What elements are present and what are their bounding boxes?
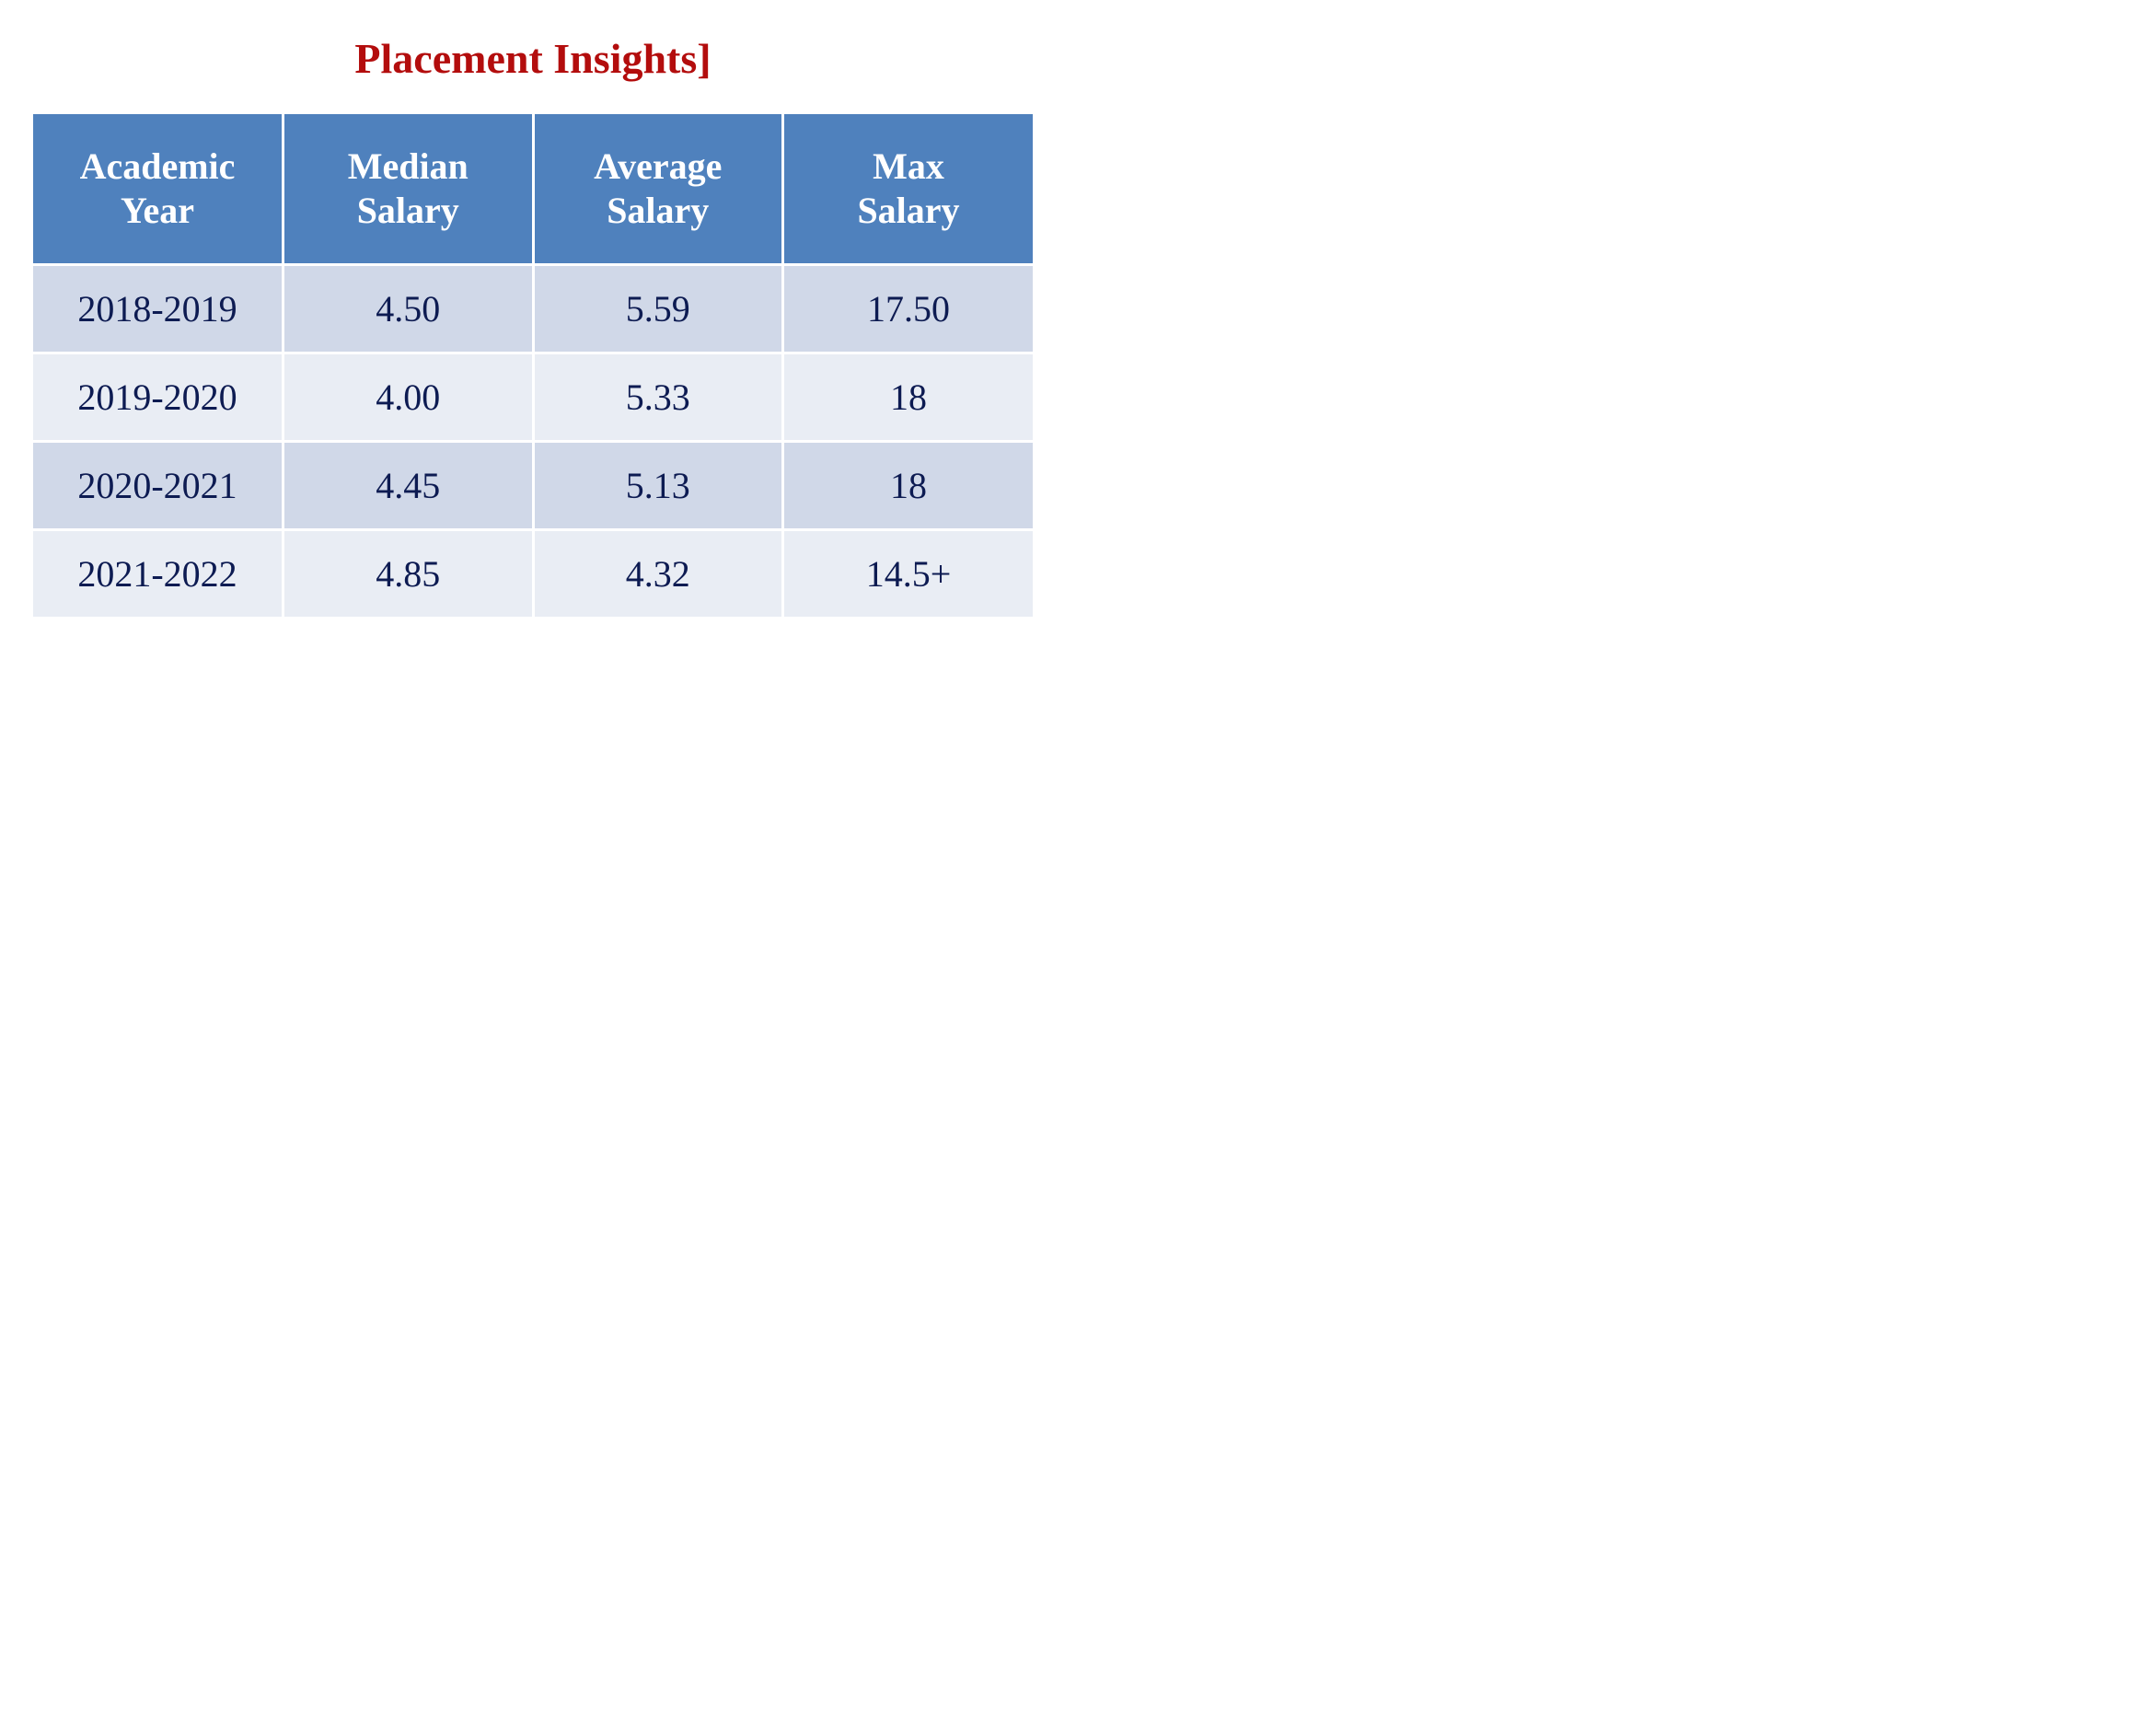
header-academic-year: Academic Year (33, 114, 284, 266)
cell-average-salary: 5.59 (531, 263, 784, 354)
cell-max-salary: 18 (781, 352, 1033, 443)
header-average-salary: Average Salary (531, 114, 784, 266)
page-title: Placement Insights] (354, 35, 712, 82)
cell-academic-year: 2021-2022 (33, 528, 284, 617)
cell-max-salary: 18 (781, 440, 1033, 531)
cell-median-salary: 4.50 (282, 263, 535, 354)
table-row: 2020-2021 4.45 5.13 18 (33, 440, 1033, 531)
cell-median-salary: 4.45 (282, 440, 535, 531)
cell-median-salary: 4.00 (282, 352, 535, 443)
cell-academic-year: 2019-2020 (33, 352, 284, 443)
table-row: 2021-2022 4.85 4.32 14.5+ (33, 528, 1033, 617)
cell-max-salary: 14.5+ (781, 528, 1033, 617)
cell-average-salary: 5.33 (531, 352, 784, 443)
header-max-salary: Max Salary (781, 114, 1033, 266)
table-header-row: Academic Year Median Salary Average Sala… (33, 114, 1033, 266)
header-median-salary: Median Salary (282, 114, 535, 266)
table-row: 2018-2019 4.50 5.59 17.50 (33, 263, 1033, 354)
cell-average-salary: 4.32 (531, 528, 784, 617)
cell-max-salary: 17.50 (781, 263, 1033, 354)
cell-academic-year: 2020-2021 (33, 440, 284, 531)
cell-median-salary: 4.85 (282, 528, 535, 617)
cell-average-salary: 5.13 (531, 440, 784, 531)
placement-table: Academic Year Median Salary Average Sala… (33, 114, 1033, 617)
table-row: 2019-2020 4.00 5.33 18 (33, 352, 1033, 443)
cell-academic-year: 2018-2019 (33, 263, 284, 354)
